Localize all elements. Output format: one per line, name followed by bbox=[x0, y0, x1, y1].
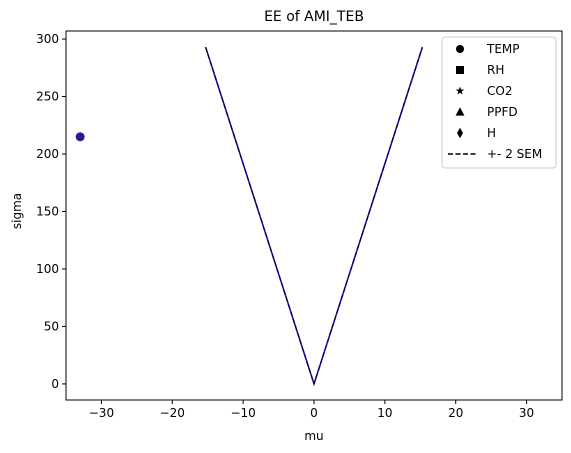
x-tick-label: −20 bbox=[160, 406, 185, 420]
y-tick-label: 150 bbox=[36, 204, 59, 218]
legend-label: +- 2 SEM bbox=[487, 147, 542, 161]
data-point bbox=[75, 132, 85, 142]
y-axis-label: sigma bbox=[10, 193, 24, 229]
legend-swatch bbox=[456, 45, 464, 53]
chart-title: EE of AMI_TEB bbox=[264, 9, 364, 25]
y-tick-label: 300 bbox=[36, 32, 59, 46]
legend: TEMP RH CO2 PPFD H +- 2 SEM bbox=[441, 36, 557, 169]
legend-label: PPFD bbox=[487, 105, 518, 119]
legend-swatch bbox=[457, 127, 463, 139]
x-tick-label: −10 bbox=[230, 406, 255, 420]
legend-label: TEMP bbox=[486, 42, 520, 56]
legend-swatch bbox=[455, 107, 465, 116]
x-tick-label: 30 bbox=[519, 406, 534, 420]
legend-label: CO2 bbox=[487, 84, 512, 98]
x-tick-label: 10 bbox=[377, 406, 392, 420]
y-tick-label: 200 bbox=[36, 147, 59, 161]
y-tick-label: 100 bbox=[36, 262, 59, 276]
x-tick-label: −30 bbox=[89, 406, 114, 420]
legend-box bbox=[441, 36, 557, 169]
plot-area bbox=[75, 46, 424, 387]
y-tick-label: 250 bbox=[36, 90, 59, 104]
sem-line-overlay bbox=[204, 46, 424, 387]
x-tick-label: 20 bbox=[448, 406, 463, 420]
x-tick-label: 0 bbox=[310, 406, 318, 420]
legend-swatch bbox=[456, 66, 464, 74]
y-tick-label: 0 bbox=[51, 377, 59, 391]
legend-label: RH bbox=[487, 63, 504, 77]
x-axis-label: mu bbox=[304, 429, 323, 443]
legend-swatch bbox=[455, 86, 465, 95]
sem-line bbox=[204, 46, 424, 387]
y-tick-label: 50 bbox=[44, 319, 59, 333]
legend-label: H bbox=[487, 126, 496, 140]
